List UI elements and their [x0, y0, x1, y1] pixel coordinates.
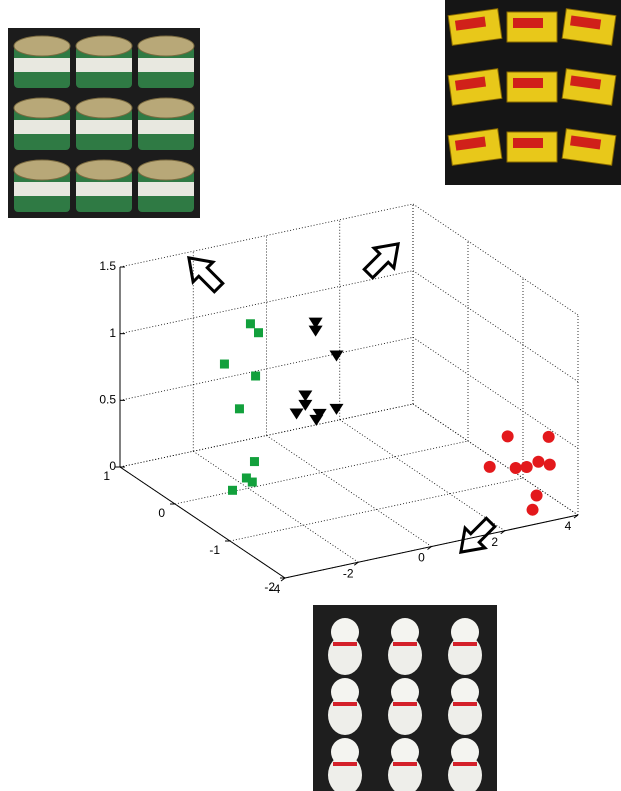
cat-collar	[453, 762, 477, 766]
circle-marker	[531, 489, 543, 501]
cat-head	[391, 738, 419, 766]
x-tick-label: 4	[565, 519, 572, 533]
can-label	[14, 58, 70, 72]
grid-line	[340, 420, 505, 531]
y-axis-line	[120, 467, 285, 578]
box-label	[513, 78, 543, 88]
cans-grid	[14, 36, 194, 212]
circle-marker	[521, 461, 533, 473]
boxes-thumbnail	[445, 0, 621, 185]
triangle-marker	[329, 404, 343, 415]
circle-marker	[544, 459, 556, 471]
cat-head	[451, 678, 479, 706]
box-label	[513, 18, 543, 28]
page: -4-2024-2-10100.511.5 (() => { const dat…	[0, 0, 621, 791]
circle-marker	[532, 456, 544, 468]
circle-marker	[502, 430, 514, 442]
can-lid	[138, 160, 194, 180]
boxes-grid	[448, 9, 616, 166]
can-label	[76, 182, 132, 196]
y-tick-label: -1	[209, 543, 220, 557]
arrow	[179, 248, 228, 297]
can-label	[14, 120, 70, 134]
circle-marker	[543, 431, 555, 443]
can-lid	[76, 160, 132, 180]
can-lid	[14, 98, 70, 118]
x-tick-label: -2	[343, 566, 354, 580]
can-lid	[76, 36, 132, 56]
square-marker	[220, 360, 229, 369]
cat-collar	[393, 762, 417, 766]
square-marker	[250, 457, 259, 466]
can-lid	[14, 36, 70, 56]
arrow	[359, 234, 408, 283]
x-tick-label: 2	[491, 535, 498, 549]
y-tick-label: 0	[158, 506, 165, 520]
cats-thumbnail	[313, 605, 497, 791]
cat-head	[391, 678, 419, 706]
circle-marker	[527, 504, 539, 516]
triangle-marker	[290, 408, 304, 419]
cat-head	[451, 738, 479, 766]
grid-line	[267, 436, 432, 547]
cat-collar	[333, 642, 357, 646]
cat-head	[331, 678, 359, 706]
can-lid	[138, 36, 194, 56]
cat-head	[391, 618, 419, 646]
cat-collar	[453, 642, 477, 646]
grid-line	[413, 404, 578, 515]
z-tick-label: 1	[109, 326, 116, 340]
y-tick-label: -2	[264, 580, 275, 594]
circle-marker	[510, 462, 522, 474]
can-label	[138, 58, 194, 72]
grid-line	[413, 271, 578, 382]
plot-area: -4-2024-2-10100.511.5	[99, 204, 578, 596]
can-lid	[138, 98, 194, 118]
grid-line	[413, 204, 578, 315]
cat-collar	[333, 762, 357, 766]
can-label	[138, 182, 194, 196]
can-lid	[76, 98, 132, 118]
cat-head	[331, 618, 359, 646]
square-marker	[228, 486, 237, 495]
cans-thumbnail	[8, 28, 200, 218]
cat-collar	[453, 702, 477, 706]
square-marker	[246, 319, 255, 328]
can-label	[76, 58, 132, 72]
circle-marker	[484, 461, 496, 473]
x-tick-label: 0	[418, 551, 425, 565]
cat-collar	[393, 702, 417, 706]
square-marker	[251, 372, 260, 381]
figure: -4-2024-2-10100.511.5	[0, 0, 621, 791]
square-marker	[235, 404, 244, 413]
square-marker	[254, 328, 263, 337]
cat-head	[331, 738, 359, 766]
cats-grid	[328, 618, 482, 791]
can-label	[138, 120, 194, 134]
can-lid	[14, 160, 70, 180]
square-marker	[248, 478, 257, 487]
triangle-marker	[309, 326, 323, 337]
triangle-marker	[329, 351, 343, 362]
z-tick-label: 0	[109, 459, 116, 473]
z-tick-label: 1.5	[99, 259, 116, 273]
z-tick-label: 0.5	[99, 393, 116, 407]
can-label	[76, 120, 132, 134]
cat-collar	[333, 702, 357, 706]
grid-line	[413, 337, 578, 448]
can-label	[14, 182, 70, 196]
cat-head	[451, 618, 479, 646]
box-label	[513, 138, 543, 148]
cat-collar	[393, 642, 417, 646]
